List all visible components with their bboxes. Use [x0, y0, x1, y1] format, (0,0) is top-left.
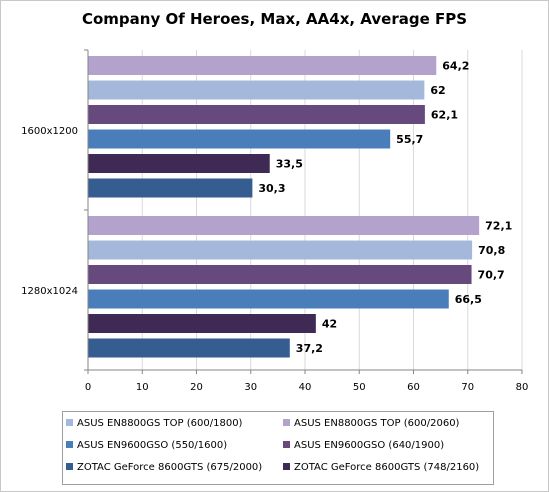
bar [88, 265, 472, 284]
legend-swatch [66, 418, 73, 426]
data-label: 70,8 [478, 244, 505, 257]
legend-label: ZOTAC GeForce 8600GTS (675/2000) [77, 462, 263, 473]
data-label: 72,1 [485, 220, 512, 233]
bar [88, 338, 290, 358]
bar-chart: 0 10 20 30 40 50 60 70 80 64,2 62 62,1 55,7 33,5 30,3 1… [21, 49, 529, 393]
legend-swatch [283, 418, 290, 426]
x-tick-label: 30 [244, 382, 257, 393]
legend-label: ASUS EN8800GS TOP (600/2060) [294, 418, 460, 429]
data-label: 66,5 [455, 293, 482, 306]
data-label: 62 [430, 84, 445, 97]
legend-label: ZOTAC GeForce 8600GTS (748/2160) [294, 462, 480, 473]
data-label: 70,7 [478, 269, 505, 282]
x-tick-label: 20 [190, 382, 203, 393]
legend-item: ASUS EN9600GSO (640/1900) [283, 439, 444, 453]
category-label: 1280x1024 [21, 286, 78, 297]
legend-item: ASUS EN8800GS TOP (600/1800) [66, 417, 242, 431]
data-label: 37,2 [296, 342, 323, 355]
legend-swatch [66, 440, 73, 448]
bar [88, 80, 425, 100]
bar [88, 240, 473, 260]
legend-item: ASUS EN9600GSO (550/1600) [66, 439, 227, 453]
x-tick-label: 70 [461, 382, 474, 393]
legend-label: ASUS EN9600GSO (550/1600) [77, 440, 228, 451]
bar [88, 289, 449, 309]
x-tick-label: 0 [85, 382, 91, 393]
x-tick-label: 80 [516, 382, 529, 393]
data-label: 62,1 [431, 109, 458, 122]
legend: ASUS EN8800GS TOP (600/1800) ASUS EN8800G… [62, 411, 494, 485]
bar [88, 154, 270, 173]
x-tick-label: 60 [407, 382, 420, 393]
legend-item: ZOTAC GeForce 8600GTS (675/2000) [66, 461, 262, 475]
chart-title: Company Of Heroes, Max, AA4x, Average FP… [81, 10, 468, 28]
legend-swatch [283, 462, 290, 470]
bar [88, 178, 253, 198]
data-label: 30,3 [258, 182, 285, 195]
data-label: 42 [322, 318, 337, 331]
data-label: 55,7 [396, 133, 423, 146]
bar [88, 56, 437, 75]
category-label: 1600x1200 [21, 126, 78, 137]
x-tick-label: 40 [299, 382, 312, 393]
legend-label: ASUS EN9600GSO (640/1900) [294, 440, 445, 451]
data-label: 33,5 [276, 158, 303, 171]
x-tick-label: 50 [353, 382, 366, 393]
legend-item: ASUS EN8800GS TOP (600/2060) [283, 417, 459, 431]
data-label: 64,2 [442, 60, 469, 73]
bar [88, 314, 316, 333]
legend-swatch [66, 462, 73, 470]
bar [88, 216, 480, 235]
legend-label: ASUS EN8800GS TOP (600/1800) [77, 418, 243, 429]
x-tick-label: 10 [136, 382, 149, 393]
legend-item: ZOTAC GeForce 8600GTS (748/2160) [283, 461, 479, 475]
bar [88, 129, 391, 149]
bar [88, 105, 425, 124]
legend-swatch [283, 440, 290, 448]
